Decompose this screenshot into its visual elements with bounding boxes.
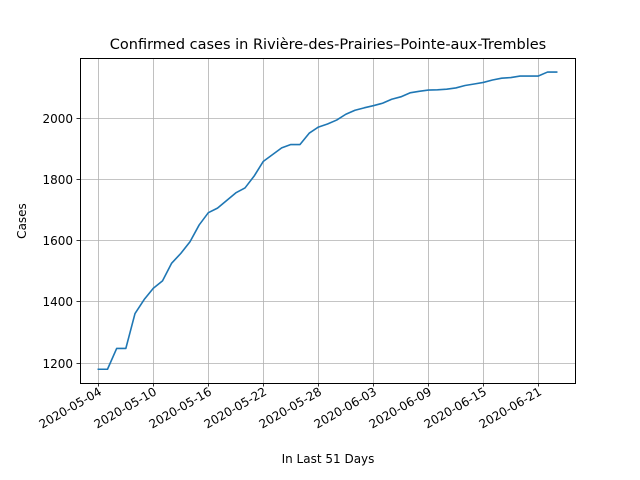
plot-frame	[80, 58, 576, 384]
x-axis-label: In Last 51 Days	[282, 452, 375, 466]
y-tick-label: 1400	[42, 295, 73, 309]
series-line	[97, 71, 558, 371]
y-tick-label: 1200	[42, 357, 73, 371]
x-tick-label: 2020-06-21	[477, 384, 544, 431]
x-axis: 2020-05-042020-05-102020-05-162020-05-22…	[37, 383, 544, 431]
grid	[80, 58, 575, 383]
y-tick-label: 2000	[42, 112, 73, 126]
y-axis-label: Cases	[15, 203, 29, 239]
chart-title: Confirmed cases in Rivière-des-Prairies–…	[110, 37, 546, 53]
y-axis: 1200 1400 1600 1800 2000	[42, 112, 80, 371]
y-tick-label: 1800	[42, 173, 73, 187]
y-tick-label: 1600	[42, 234, 73, 248]
